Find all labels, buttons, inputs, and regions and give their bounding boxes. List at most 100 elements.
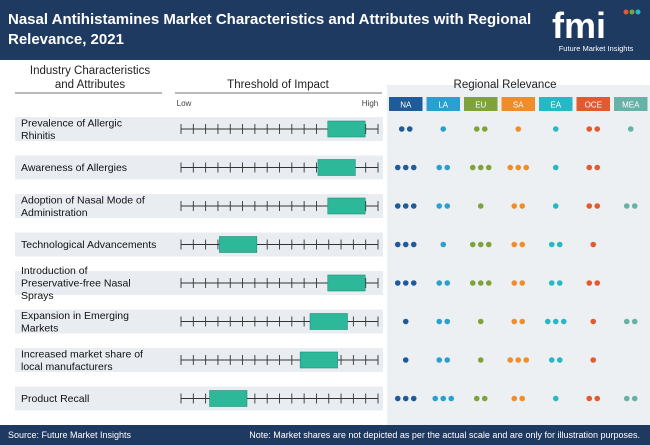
relevance-dot [406,126,413,132]
relevance-dot [394,203,401,209]
relevance-dot [448,395,455,402]
relevance-dot [410,241,417,248]
relevance-dot [432,395,439,402]
relevance-dot [511,395,518,402]
relevance-dot [410,203,417,209]
row-label: Sprays [21,290,54,302]
row-label: Expansion in Emerging [21,310,129,322]
relevance-dot [519,241,526,248]
relevance-dot [523,164,530,171]
relevance-dot [515,126,522,132]
row-label: local manufacturers [21,361,113,373]
impact-bar [327,120,366,138]
row-label: Product Recall [21,393,89,405]
impact-bar [309,313,348,330]
relevance-dot [402,164,409,171]
relevance-dot [548,357,555,363]
source-note: Source: Future Market Insights [8,430,132,440]
relevance-dot [586,126,593,132]
relevance-dot [410,280,417,286]
relevance-dot [398,126,405,132]
relevance-dot [544,318,551,325]
relevance-dot [473,395,480,402]
relevance-dot [440,241,447,248]
row-label: Increased market share of [21,348,143,360]
relevance-dot [444,318,451,325]
relevance-dot [444,280,451,286]
relevance-dot [410,164,417,171]
relevance-dot [594,395,601,402]
relevance-dot [481,126,488,132]
relevance-dot [436,203,443,209]
scale-low-label: Low [177,99,192,108]
region-header-ea [539,97,573,111]
relevance-dot [623,395,630,402]
relevance-dot [436,357,443,363]
relevance-dot [481,395,488,402]
relevance-dot [590,318,597,325]
row-label: Awareness of Allergies [21,162,127,174]
fmi-logo-mark: fmi [552,5,641,46]
region-header-sa [501,97,535,111]
relevance-dot [590,357,597,363]
impact-bar [327,197,366,215]
relevance-dot [594,164,601,171]
relevance-dot [586,203,593,209]
relevance-dot [511,280,518,286]
logo-text: fmi [552,5,606,46]
scale-high-label: High [362,99,378,108]
relevance-dot [402,395,409,402]
relevance-dot [511,241,518,248]
relevance-dot [594,203,601,209]
logo-dot [635,9,641,15]
impact-bar [317,159,356,176]
relevance-dot [519,395,526,402]
relevance-dot [556,357,563,363]
relevance-dot [410,395,417,402]
relevance-dot [477,203,484,209]
logo-subtitle: Future Market Insights [558,44,634,53]
relevance-dot [477,318,484,325]
relevance-dot [485,164,492,171]
relevance-dot [552,395,559,402]
relevance-dot [586,280,593,286]
impact-bar [327,274,366,292]
relevance-dot [515,164,522,171]
relevance-dot [469,164,476,171]
relevance-dot [519,203,526,209]
relevance-dot [515,357,522,363]
footer-bar: Source: Future Market Insights Note: Mar… [0,425,650,445]
region-label: SA [513,101,524,110]
relevance-dot [444,164,451,171]
relevance-dot [477,164,484,171]
relevance-dot [623,203,630,209]
region-header-la [426,97,460,111]
region-label: EA [550,101,561,110]
relevance-dot [523,357,530,363]
relevance-dot [552,126,559,132]
relevance-dot [507,164,514,171]
relevance-dot [627,126,634,132]
relevance-dot [394,241,401,248]
relevance-dot [402,241,409,248]
relevance-dot [436,164,443,171]
region-label: LA [438,101,448,110]
relevance-dot [402,318,409,325]
relevance-dot [436,318,443,325]
region-header-na [389,97,423,111]
relevance-dot [394,164,401,171]
relevance-dot [552,318,559,325]
region-label: OCE [585,101,602,110]
region-label: NA [400,101,412,110]
regional-panel-bg [387,85,650,425]
relevance-dot [594,126,601,132]
relevance-dot [485,280,492,286]
disclaimer-note: Note: Market shares are not depicted as … [249,430,640,440]
relevance-dot [623,318,630,325]
relevance-dot [477,280,484,286]
relevance-dot [552,164,559,171]
region-label: MEA [622,101,640,110]
relevance-dot [440,126,447,132]
logo-dot [629,9,635,15]
